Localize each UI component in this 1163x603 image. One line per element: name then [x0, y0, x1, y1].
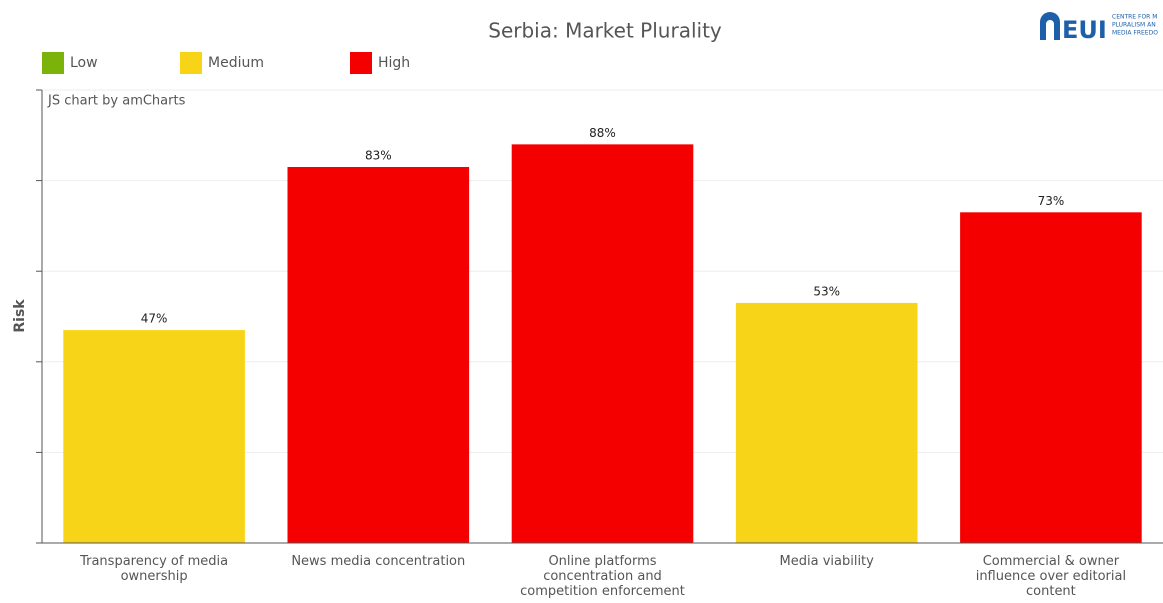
value-label: 88%	[589, 126, 616, 140]
bar	[63, 330, 245, 543]
logo-line: MEDIA FREEDO	[1112, 30, 1158, 37]
x-tick-label: Online platforms concentration and compe…	[520, 554, 685, 599]
value-label: 47%	[141, 312, 168, 326]
bar	[735, 302, 918, 543]
legend-label: Low	[70, 55, 98, 71]
logo-line: CENTRE FOR M	[1112, 14, 1157, 21]
bar	[511, 144, 694, 544]
value-label: 53%	[813, 284, 840, 298]
x-tick-label: Transparency of media ownership	[80, 554, 229, 584]
logo-line: PLURALISM AN	[1112, 22, 1156, 29]
y-axis-label: Risk	[12, 299, 28, 333]
logo: EUI CENTRE FOR M PLURALISM AN MEDIA FREE…	[1040, 12, 1158, 44]
x-tick-label: News media concentration	[291, 554, 466, 569]
bar	[287, 167, 470, 543]
x-tick-label: Commercial & owner influence over editor…	[975, 554, 1127, 599]
legend-swatch	[42, 52, 64, 74]
value-label: 73%	[1038, 194, 1065, 208]
legend-swatch	[180, 52, 202, 74]
x-tick-label: Media viability	[779, 554, 874, 569]
logo-text: EUI	[1062, 16, 1107, 44]
value-label: 83%	[365, 149, 392, 163]
chart-title: Serbia: Market Plurality	[488, 19, 722, 43]
legend-label: High	[378, 55, 410, 71]
credit: JS chart by amCharts	[47, 94, 186, 109]
legend-swatch	[350, 52, 372, 74]
legend-label: Medium	[208, 55, 264, 71]
bar	[960, 212, 1142, 543]
logo-arch	[1040, 12, 1060, 40]
